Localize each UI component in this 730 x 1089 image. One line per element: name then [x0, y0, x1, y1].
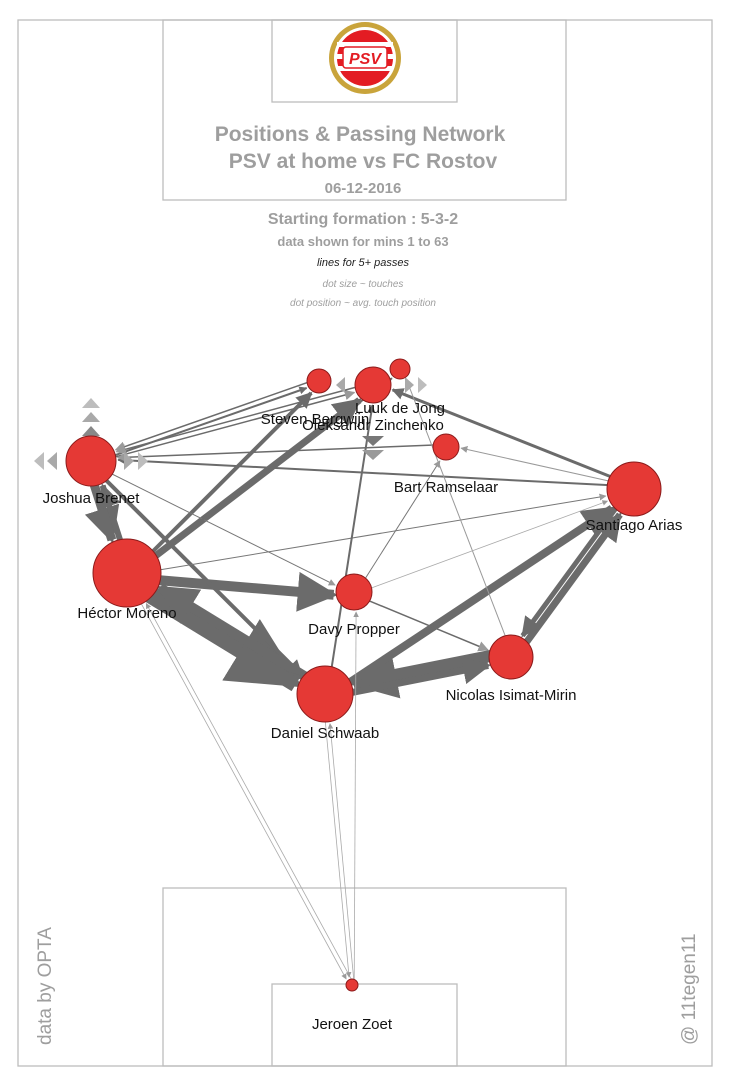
player-label-zoet: Jeroen Zoet [312, 1016, 393, 1033]
pass-line-moreno-to-schwaab [130, 577, 303, 692]
chevron-up-icon [82, 398, 100, 408]
player-dot-zinchenko [389, 358, 411, 380]
pass-line-schwaab-to-isimat [336, 656, 491, 699]
pass-line-brenet-to-propper [98, 467, 336, 586]
player-label-zinchenko: Oleksandr Zinchenko [302, 417, 444, 434]
psv-logo: PSV [329, 22, 401, 94]
bottom-penalty-box [162, 887, 567, 1067]
player-dot-bergwijn [306, 368, 332, 394]
pass-lines [84, 377, 628, 983]
match-date: 06-12-2016 [325, 180, 402, 197]
pass-line-brenet-to-dejong [101, 389, 356, 462]
pitch [17, 19, 713, 1067]
pass-line-isimat-to-zinchenko [405, 378, 511, 649]
source-credit: data by OPTA [35, 927, 56, 1045]
chevron-right-icon [124, 452, 134, 470]
player-label-dejong: Luuk de Jong [355, 400, 445, 417]
player-label-schwaab: Daniel Schwaab [271, 725, 379, 742]
player-label-moreno: Héctor Moreno [77, 605, 176, 622]
formation: Starting formation : 5-3-2 [268, 211, 458, 228]
chevron-down-icon [362, 436, 384, 446]
player-label-arias: Santiago Arias [586, 517, 683, 534]
player-dot-moreno [92, 538, 162, 608]
dot-position-note: dot position ~ avg. touch position [290, 298, 436, 309]
dot-size-note: dot size ~ touches [323, 279, 404, 290]
player-dot-arias [606, 461, 662, 517]
player-label-isimat: Nicolas Isimat-Mirin [446, 687, 577, 704]
pass-line-zoet-to-propper [353, 611, 359, 983]
player-label-brenet: Joshua Brenet [43, 490, 141, 507]
chevron-left-icon [34, 452, 44, 470]
pass-line-dejong-to-brenet [115, 383, 366, 455]
chevron-left-icon [47, 452, 57, 470]
pass-line-brenet-to-bergwijn [100, 386, 308, 461]
pass-line-arias-to-ramselaar [460, 446, 625, 485]
chevron-right-icon [418, 377, 427, 393]
pass-line-arias-to-brenet [117, 456, 624, 487]
pass-line-arias-to-isimat [520, 494, 628, 638]
pass-line-schwaab-to-arias [334, 505, 615, 695]
pass-line-schwaab-to-dejong [328, 404, 376, 684]
minutes-note: data shown for mins 1 to 63 [277, 234, 448, 249]
pass-line-propper-to-ramselaar [359, 460, 441, 588]
pass-line-moreno-to-zoet [131, 585, 347, 980]
chevron-down-icon [362, 450, 384, 460]
pass-line-moreno-to-zinchenko [138, 377, 393, 568]
pass-line-schwaab-to-zoet [323, 705, 352, 978]
player-label-propper: Davy Propper [308, 621, 400, 638]
pass-line-propper-to-arias [361, 500, 609, 592]
pass-line-brenet-to-schwaab [94, 468, 304, 677]
player-dot-propper [335, 573, 373, 611]
pass-line-ramselaar-to-brenet [116, 444, 441, 463]
pass-line-propper-to-isimat [359, 596, 489, 652]
chevron-right-icon [405, 377, 414, 393]
player-dot-ramselaar [432, 433, 460, 461]
pass-line-arias-to-dejong [391, 388, 626, 484]
chevron-up-icon [82, 426, 100, 436]
player-dot-isimat [488, 634, 534, 680]
player-label-bergwijn: Steven Bergwijn [261, 411, 369, 428]
top-six-yard-box [271, 19, 458, 103]
chevron-up-icon [82, 412, 100, 422]
pass-line-zoet-to-schwaab [327, 723, 355, 983]
direction-chevrons [34, 377, 427, 470]
pass-line-bergwijn-to-brenet [114, 379, 314, 452]
chevron-right-icon [138, 452, 148, 470]
logo-text: PSV [349, 51, 382, 68]
player-dot-zoet [345, 978, 359, 992]
bottom-six-yard-box [271, 983, 458, 1067]
pass-line-zoet-to-moreno [145, 603, 354, 982]
author-credit: @ 11tegen11 [679, 933, 700, 1045]
pass-line-moreno-to-bergwijn [137, 391, 313, 567]
pass-line-moreno-to-arias [140, 493, 607, 574]
player-dot-schwaab [296, 665, 354, 723]
chevron-left-icon [336, 377, 345, 393]
player-label-ramselaar: Bart Ramselaar [394, 479, 498, 496]
header: Positions & Passing Network PSV at home … [215, 123, 506, 249]
title-line-1: Positions & Passing Network [215, 123, 506, 146]
pass-line-moreno-to-propper [139, 571, 338, 612]
player-dot-dejong [354, 366, 392, 404]
title-line-2: PSV at home vs FC Rostov [229, 150, 498, 173]
player-dot-brenet [65, 435, 117, 487]
lines-note: lines for 5+ passes [317, 257, 410, 269]
player-dots: Joshua Brenet Héctor Moreno Daniel Schwaab… [43, 358, 683, 1033]
